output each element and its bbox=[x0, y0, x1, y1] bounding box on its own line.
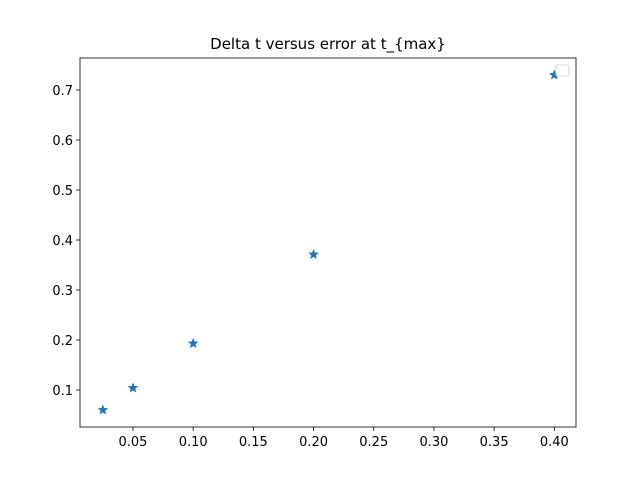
x-tick-label: 0.15 bbox=[239, 435, 268, 450]
data-point bbox=[127, 382, 139, 393]
data-point bbox=[187, 337, 199, 349]
x-tick-label: 0.40 bbox=[540, 435, 569, 450]
x-tick-label: 0.35 bbox=[480, 435, 509, 450]
x-tick-label: 0.25 bbox=[359, 435, 388, 450]
axes-frame bbox=[79, 57, 577, 428]
x-tick-label: 0.20 bbox=[299, 435, 328, 450]
y-tick-label: 0.7 bbox=[52, 84, 73, 99]
y-axis: 0.1 0.2 0.3 0.4 0.5 0.6 0.7 bbox=[52, 84, 80, 399]
legend-box bbox=[555, 64, 570, 77]
x-tick-label: 0.10 bbox=[179, 435, 208, 450]
data-point bbox=[308, 248, 319, 260]
x-axis: 0.05 0.10 0.15 0.20 0.25 0.30 0.35 0.40 bbox=[118, 427, 569, 450]
x-tick-label: 0.30 bbox=[419, 435, 448, 450]
y-tick-label: 0.6 bbox=[52, 134, 73, 149]
x-tick-label: 0.05 bbox=[118, 435, 147, 450]
chart-title: Delta t versus error at t_{max} bbox=[210, 35, 446, 54]
y-tick-label: 0.4 bbox=[52, 234, 73, 249]
y-tick-label: 0.1 bbox=[52, 384, 73, 399]
y-tick-label: 0.3 bbox=[52, 284, 73, 299]
y-tick-label: 0.2 bbox=[52, 334, 73, 349]
y-tick-label: 0.5 bbox=[52, 184, 73, 199]
data-point bbox=[97, 404, 109, 415]
